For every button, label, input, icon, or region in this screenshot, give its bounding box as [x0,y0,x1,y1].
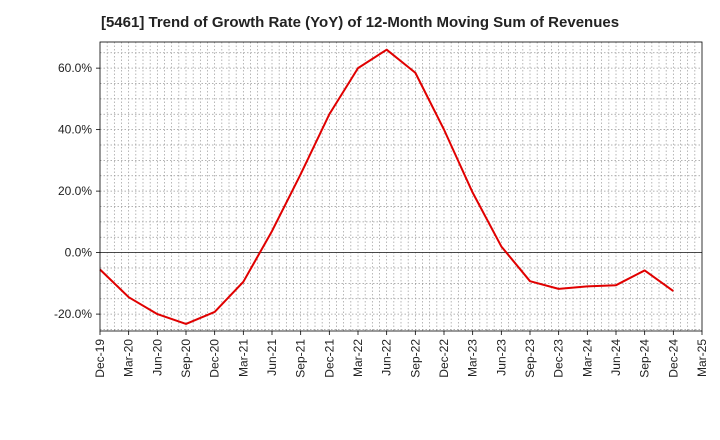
x-tick-label: Dec-24 [666,339,680,378]
y-tick-label: -20.0% [54,307,92,321]
y-tick-label: 20.0% [58,184,92,198]
x-tick-label: Sep-24 [638,339,652,378]
chart-title: [5461] Trend of Growth Rate (YoY) of 12-… [100,14,620,31]
x-tick-label: Dec-20 [208,339,222,378]
y-tick-label: 40.0% [58,123,92,137]
x-tick-label: Sep-22 [408,339,422,378]
x-tick-label: Sep-23 [523,339,537,378]
x-tick-label: Sep-21 [294,339,308,378]
y-tick-label: 60.0% [58,61,92,75]
x-tick-label: Jun-23 [494,339,508,376]
series-line [99,48,674,325]
x-tick-label: Mar-21 [236,339,250,377]
x-tick-label: Sep-20 [179,339,193,378]
x-tick-label: Mar-25 [695,339,709,377]
x-tick-label: Mar-23 [466,339,480,377]
x-tick-label: Jun-21 [265,339,279,376]
x-tick-label: Jun-24 [609,339,623,376]
x-tick-label: Dec-23 [552,339,566,378]
x-tick-label: Mar-24 [580,339,594,377]
plot-area-frame [99,41,703,332]
x-tick-label: Jun-22 [380,339,394,376]
x-tick-label: Mar-20 [122,339,136,377]
x-tick-label: Dec-21 [322,339,336,378]
y-tick-label: 0.0% [65,246,93,260]
x-tick-label: Jun-20 [150,339,164,376]
x-tick-label: Mar-22 [351,339,365,377]
x-tick-label: Dec-22 [437,339,451,378]
x-tick-label: Dec-19 [93,339,107,378]
